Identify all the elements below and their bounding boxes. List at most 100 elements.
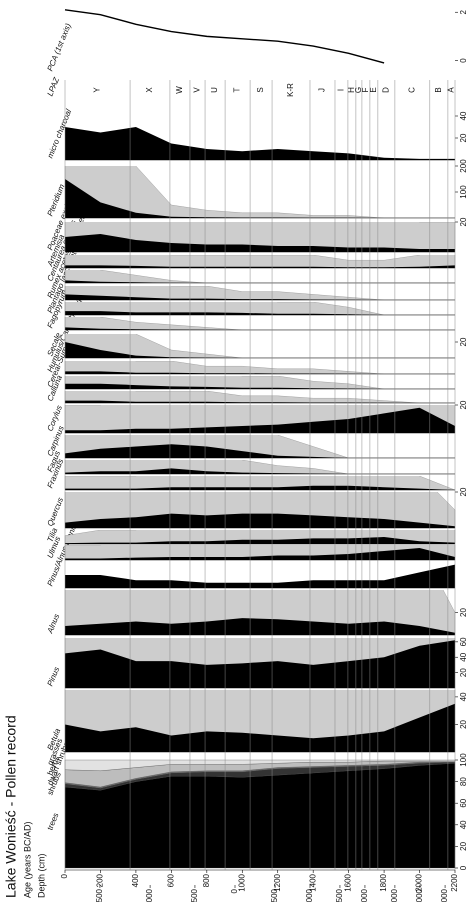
area	[65, 294, 455, 300]
legend-label: trees	[45, 812, 60, 832]
area	[65, 407, 455, 433]
value-tick-label: 20	[459, 400, 468, 409]
area	[65, 548, 455, 560]
area	[65, 127, 455, 160]
value-tick-label: 20	[459, 337, 468, 346]
exaggerated-area	[64, 222, 456, 252]
value-tick-label: 40	[459, 692, 468, 701]
value-tick-label: 2	[459, 9, 468, 14]
value-tick-label: 60	[459, 637, 468, 646]
value-tick-label: 40	[459, 820, 468, 829]
depth-tick-label: 800	[202, 873, 211, 887]
zone-label: I	[337, 89, 346, 91]
exaggerated-area	[64, 334, 455, 358]
exaggerated-area	[64, 476, 456, 490]
age-tick-label: -2000	[360, 888, 369, 902]
zone-label: X	[145, 87, 154, 93]
zone-label: H	[347, 87, 356, 93]
depth-tick-label: 1600	[344, 873, 353, 891]
value-tick-label: 100	[459, 753, 468, 767]
area	[65, 400, 455, 403]
value-tick-label: 0	[459, 58, 468, 63]
zone-label: F	[361, 87, 370, 92]
panel-label: Alnus	[45, 613, 61, 636]
area	[65, 342, 455, 358]
value-tick-label: 20	[459, 608, 468, 617]
age-tick-label: -1000	[305, 888, 314, 902]
exaggerated-area	[64, 302, 455, 315]
depth-tick-label: 1200	[273, 873, 282, 891]
age-tick-label: -5000	[440, 888, 449, 902]
depth-tick-label: 200	[96, 873, 105, 887]
value-tick-label: 20	[459, 217, 468, 226]
zone-label: V	[193, 87, 202, 93]
area	[65, 383, 455, 389]
depth-axis-title: Depth (cm)	[36, 853, 46, 898]
age-axis-title: Age (years BC/AD)	[22, 821, 32, 898]
value-tick-label: 0	[459, 865, 468, 870]
value-tick-label: 20	[459, 841, 468, 850]
area	[65, 640, 455, 688]
value-tick-label: 20	[459, 719, 468, 728]
area	[65, 485, 455, 490]
depth-tick-label: 2200	[450, 873, 459, 891]
exaggerated-area	[64, 255, 456, 268]
age-tick-label: -500	[270, 888, 279, 902]
area	[65, 564, 455, 588]
zone-label: D	[382, 87, 391, 93]
area	[65, 265, 455, 268]
zone-label: C	[407, 87, 416, 93]
zone-label: Y	[93, 87, 102, 93]
area	[65, 280, 455, 283]
depth-tick-label: 1000	[237, 873, 246, 891]
depth-tick-label: 0	[60, 873, 69, 878]
zone-label: A	[447, 87, 456, 93]
area	[65, 513, 455, 528]
age-tick-label: -1500	[335, 888, 344, 902]
depth-tick-label: 600	[166, 873, 175, 887]
value-tick-label: 60	[459, 798, 468, 807]
depth-tick-label: 2000	[415, 873, 424, 891]
value-tick-label: 40	[459, 652, 468, 661]
zone-label: S	[256, 87, 265, 92]
area	[65, 468, 455, 474]
value-tick-label: 40	[459, 111, 468, 120]
exaggerated-area	[64, 361, 455, 374]
exaggerated-area	[64, 166, 455, 218]
depth-tick-label: 400	[131, 873, 140, 887]
value-tick-label: 20	[459, 668, 468, 677]
depth-tick-label: 1400	[308, 873, 317, 891]
zone-label: E	[369, 87, 378, 92]
age-tick-label: -3000	[390, 888, 399, 902]
line	[64, 9, 385, 64]
panel-label: LPAZ	[45, 75, 61, 97]
chart-title: Lake Wonieść - Pollen record	[3, 715, 19, 898]
exaggerated-area	[64, 317, 455, 330]
area	[65, 444, 455, 458]
exaggerated-area	[64, 270, 455, 283]
zone-label: G	[354, 87, 363, 93]
zone-label: B	[434, 87, 443, 92]
zone-label: W	[175, 86, 184, 94]
value-tick-label: 80	[459, 777, 468, 786]
rotated-chart: Lake Wonieść - Pollen record Age (years …	[3, 9, 468, 902]
area	[65, 703, 455, 752]
age-tick-label: -4000	[415, 888, 424, 902]
age-tick-label: 1500	[95, 888, 104, 902]
zone-label: U	[210, 87, 219, 93]
panel-label: Pinus	[45, 666, 61, 688]
panel-label: PCA (1st axis)	[45, 22, 73, 73]
value-tick-label: 20	[459, 487, 468, 496]
depth-tick-label: 1800	[379, 873, 388, 891]
area	[65, 234, 455, 252]
exaggerated-area	[64, 286, 455, 300]
zone-label: K-R	[286, 83, 295, 97]
area	[65, 618, 455, 635]
area	[65, 311, 455, 315]
area	[65, 179, 455, 218]
area	[65, 537, 455, 544]
value-tick-label: 20	[459, 133, 468, 142]
value-tick-label: 200	[459, 159, 468, 173]
age-tick-label: 1000	[145, 888, 154, 902]
